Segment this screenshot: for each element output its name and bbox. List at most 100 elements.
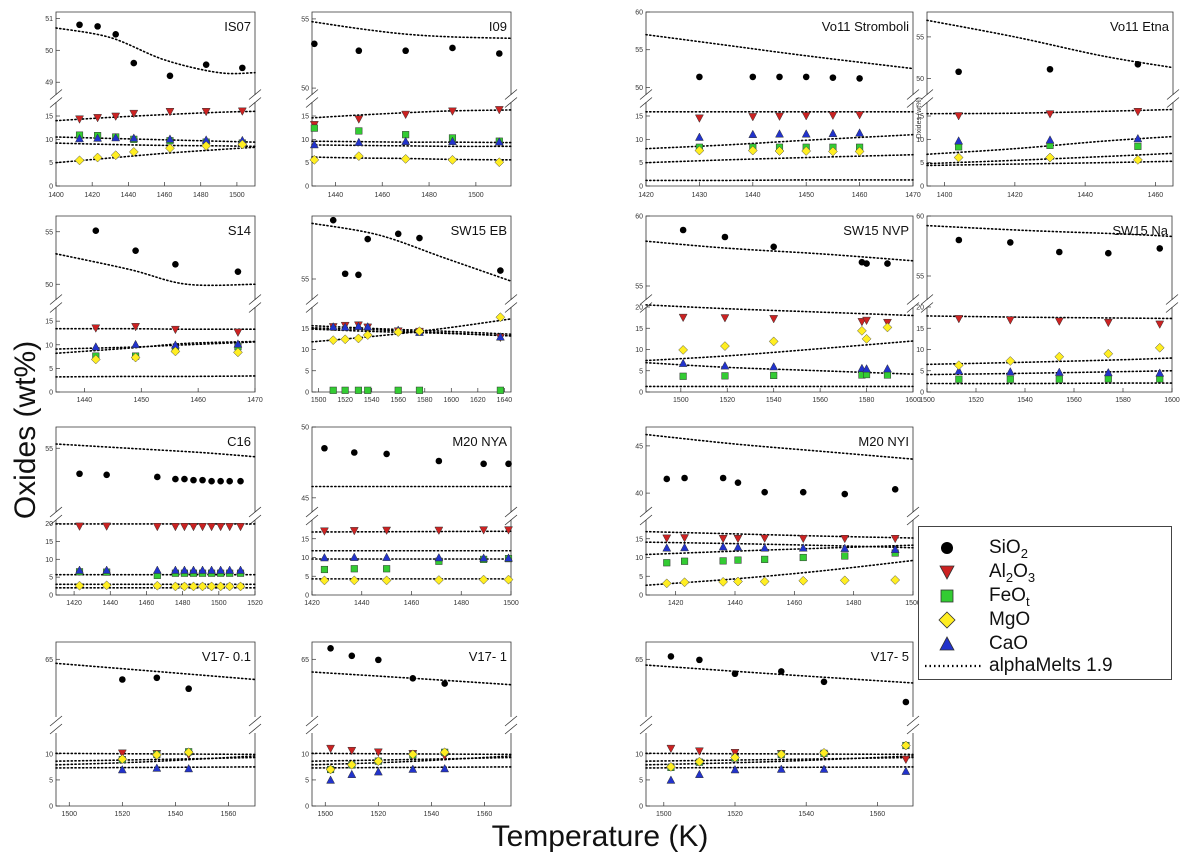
data-point-al2o3 [354,115,364,124]
model-curve-al2o3 [311,324,512,335]
axis-break-mark [504,506,518,518]
panel-frame-top [55,426,256,512]
data-point-al2o3 [862,316,871,326]
data-point-sio2 [402,47,409,55]
data-point-mgo [1103,348,1114,359]
x-tick-label: 1560 [390,397,406,404]
data-point-sio2 [327,645,334,652]
axis-break-mark [504,97,518,108]
axis-break-mark [1165,302,1179,313]
axis-break-mark [906,715,920,727]
panel-frame-top [645,11,914,95]
model-curve-al2o3 [926,315,1173,320]
axis-break-mark [504,723,518,735]
data-point-al2o3 [401,110,411,120]
x-tick-label: 1480 [453,600,469,607]
x-tick-label: 1520 [371,811,387,818]
panel-title: SW15 EB [451,223,507,238]
y-tick-label-top: 45 [301,495,309,502]
x-tick-label: 1460 [404,600,420,607]
data-point-cao [340,322,350,331]
data-point-mgo [747,145,758,156]
data-point-sio2 [480,460,487,468]
data-point-al2o3 [694,747,704,756]
data-point-sio2 [820,678,828,686]
y-tick-label-top: 60 [635,10,643,17]
axis-break-mark [639,302,653,313]
y-axis-label: Oxides (wt%) [6,170,46,690]
model-curve-al2o3 [645,530,914,539]
model-curve-cao [645,766,914,769]
axis-break-mark [248,89,262,100]
data-point-mgo [679,577,690,588]
data-point-al2o3 [448,107,457,116]
data-point-sio2 [311,40,318,48]
model-curve-sio2 [311,222,512,282]
data-point-feot [721,372,729,380]
x-tick-label: 1580 [859,397,875,404]
data-point-al2o3 [225,523,235,532]
data-point-cao [801,129,811,138]
data-point-al2o3 [102,522,112,531]
x-tick-label: 1540 [168,811,184,818]
data-point-cao [165,134,175,143]
panel-frame-bottom [55,102,256,187]
data-point-sio2 [749,73,757,81]
data-point-sio2 [208,477,215,485]
axis-break-mark [906,89,920,100]
data-point-cao [75,133,84,143]
data-point-cao [408,764,418,773]
model-curve-al2o3 [55,752,256,756]
data-point-feot [320,565,328,574]
panel-frame-bottom [926,102,1174,187]
data-point-mgo [183,747,194,758]
panel-title: S14 [228,223,251,238]
data-point-sio2 [321,444,328,452]
data-point-al2o3 [1155,320,1165,329]
data-point-mgo [237,139,248,150]
y-tick-label-top: 40 [635,491,643,498]
data-point-mgo [1054,351,1065,362]
axis-break-mark [305,715,319,727]
data-point-feot [1104,375,1112,383]
y-tick-label-bottom: 10 [635,137,643,144]
data-point-mgo [839,575,850,586]
data-point-cao [382,552,392,561]
data-point-cao [180,565,189,574]
model-curve-mgo [926,152,1174,165]
data-point-cao [320,552,329,562]
axis-break-mark [639,723,653,735]
panel-frame-bottom [55,307,256,393]
data-point-cao [102,565,112,574]
data-point-mgo [206,581,217,592]
axis-break-mark [49,514,63,526]
data-point-al2o3 [236,523,245,532]
data-point-al2o3 [828,111,838,121]
axis-break-mark [1166,89,1180,100]
axis-break-mark [49,506,63,518]
y-tick-label-bottom: 5 [639,368,643,375]
data-point-feot [883,371,892,379]
y-tick-label-bottom: 0 [305,184,309,191]
data-point-al2o3 [216,523,226,532]
panel-title: V17- 5 [871,649,909,664]
data-point-al2o3 [1133,108,1143,117]
data-point-al2o3 [1054,317,1064,326]
x-tick-label: 1580 [417,397,433,404]
data-point-cao [448,136,457,145]
data-point-mgo [776,749,787,760]
data-point-sio2 [681,474,688,482]
axis-break-mark [920,302,934,313]
panel-frame-bottom [55,520,256,596]
data-point-mgo [901,740,911,751]
data-point-cao [666,775,676,784]
data-point-cao [1005,367,1015,376]
panel-i09: 1440 1460 1480 1500 50 55 0 5 10 15 I09 [301,11,518,199]
y-tick-label-bottom: 5 [305,574,309,581]
data-point-mgo [165,143,175,154]
y-tick-label-bottom: 5 [49,366,53,373]
axis-break-mark [305,723,319,735]
x-tick-label: 1460 [787,600,803,607]
x-tick-label: 1560 [812,397,828,404]
